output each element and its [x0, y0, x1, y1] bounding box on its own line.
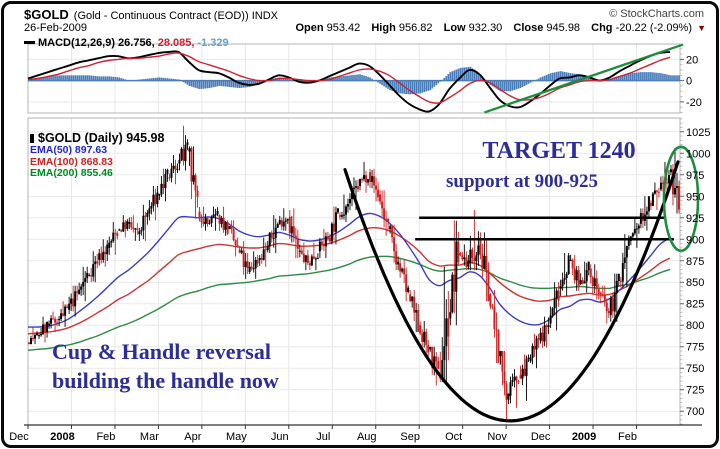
- month-label: Feb: [618, 431, 637, 443]
- price-axis-label: 975: [686, 170, 704, 182]
- macd-axis-label: 20: [686, 54, 698, 66]
- support-annotation: support at 900-925: [445, 171, 598, 192]
- macd-signal-line: [27, 52, 671, 104]
- macd-hist-value: -1.329: [197, 37, 229, 49]
- down-arrow-icon: ▼: [697, 23, 706, 33]
- chg-value: -20.22 (-2.09%): [615, 22, 693, 34]
- candlesticks: [28, 125, 680, 422]
- price-legend: $GOLD (Daily) 945.98 EMA(50) 897.63 EMA(…: [30, 131, 164, 180]
- close-value: 945.98: [546, 22, 581, 34]
- month-label: Aug: [357, 431, 377, 443]
- macd-label: MACD(12,26,9): [38, 37, 116, 49]
- legend-item-ema200: EMA(200) 855.46: [30, 167, 113, 179]
- price-axis-label: 800: [686, 320, 704, 332]
- macd-axis-label: -20: [686, 97, 702, 109]
- month-label: 2009: [572, 431, 596, 443]
- close-label: Close: [513, 22, 544, 34]
- open-label: Open: [295, 22, 324, 34]
- quote-row: 26-Feb-2009 Open 953.42 High 956.82 Low …: [24, 22, 706, 34]
- low-label: Low: [443, 22, 466, 34]
- month-label: Jul: [316, 431, 330, 443]
- price-axis-label: 1000: [686, 148, 710, 160]
- price-axis-label: 725: [686, 385, 704, 397]
- low-value: 932.30: [468, 22, 503, 34]
- month-label: Dec: [9, 431, 29, 443]
- cup-annotation-line2: building the handle now: [52, 368, 279, 393]
- macd-axis-label: 0: [686, 76, 692, 88]
- month-label: Oct: [445, 431, 462, 443]
- month-label: May: [226, 431, 247, 443]
- price-axis-label: 825: [686, 299, 704, 311]
- macd-legend: MACD(12,26,9) 26.756, 28.085, -1.329: [24, 37, 232, 49]
- price-axis-label: 850: [686, 277, 704, 289]
- ticker-description: (Gold - Continuous Contract (EOD)) INDX: [73, 10, 278, 22]
- high-value: 956.82: [398, 22, 433, 34]
- price-axis-label: 900: [686, 234, 704, 246]
- month-label: Apr: [184, 431, 201, 443]
- macd-line-icon: [24, 41, 35, 44]
- month-label: Nov: [487, 431, 507, 443]
- cup-handle-annotation: Cup & Handle reversal building the handl…: [52, 337, 279, 395]
- cup-annotation-line1: Cup & Handle reversal: [52, 339, 271, 364]
- ema100-line: [27, 227, 671, 335]
- price-axis-label: 1025: [686, 127, 710, 139]
- month-label: Sep: [400, 431, 420, 443]
- title-row: $GOLD (Gold - Continuous Contract (EOD)) …: [24, 7, 704, 22]
- month-label: 2008: [50, 431, 74, 443]
- legend-item-ema50: EMA(50) 897.63: [30, 144, 108, 156]
- month-label: Jun: [271, 431, 289, 443]
- price-axis-label: 925: [686, 213, 704, 225]
- legend-gold-text: $GOLD (Daily) 945.98: [38, 131, 165, 145]
- copyright: © StockCharts.com: [609, 8, 704, 20]
- month-label: Feb: [96, 431, 115, 443]
- open-value: 953.42: [326, 22, 361, 34]
- macd-value: 26.756,: [118, 37, 155, 49]
- price-axis-label: 750: [686, 363, 704, 375]
- price-axis-label: 950: [686, 191, 704, 203]
- ema50-line: [27, 212, 671, 328]
- macd-trendline: [484, 43, 684, 114]
- legend-item-gold: $GOLD (Daily) 945.98: [30, 131, 164, 145]
- price-axis-label: 775: [686, 342, 704, 354]
- target-annotation: TARGET 1240: [482, 138, 636, 164]
- candlestick-icon: [30, 134, 34, 143]
- chart-date: 26-Feb-2009: [24, 22, 87, 34]
- month-label: Dec: [531, 431, 551, 443]
- chg-label: Chg: [591, 22, 613, 34]
- price-axis-label: 875: [686, 256, 704, 268]
- high-label: High: [371, 22, 396, 34]
- breakout-ellipse: [662, 145, 700, 253]
- legend-item-ema100: EMA(100) 868.83: [30, 155, 113, 168]
- ohlc-quote: Open 953.42 High 956.82 Low 932.30 Close…: [287, 22, 706, 34]
- price-axis-label: 700: [686, 406, 704, 418]
- macd-signal-value: 28.085,: [157, 37, 195, 49]
- ticker-symbol: $GOLD: [24, 7, 69, 22]
- month-label: Mar: [140, 431, 159, 443]
- cup-curve: [343, 160, 680, 423]
